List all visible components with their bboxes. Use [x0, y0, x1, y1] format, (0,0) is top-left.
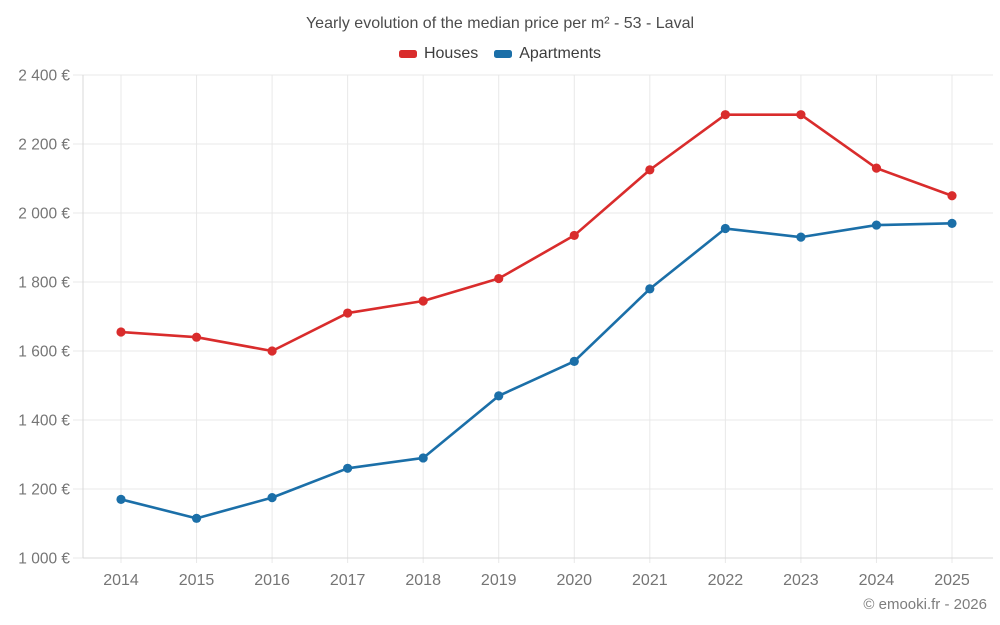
apartments-point-2019 [494, 391, 504, 401]
apartments-point-2014 [116, 494, 126, 504]
y-tick-label: 2 400 € [18, 68, 70, 85]
apartments-point-2021 [645, 284, 655, 294]
apartments-point-2018 [418, 453, 428, 463]
houses-point-2017 [343, 308, 353, 318]
y-tick-label: 1 800 € [18, 275, 70, 292]
apartments-series-swatch-icon [494, 50, 513, 58]
y-tick-label: 1 200 € [18, 482, 70, 499]
y-tick-label: 1 400 € [18, 413, 70, 430]
y-tick-label: 2 200 € [18, 137, 70, 154]
x-tick-label: 2017 [330, 572, 366, 589]
x-tick-label: 2025 [934, 572, 970, 589]
houses-series-line [119, 113, 954, 353]
apartments-point-2022 [720, 223, 730, 234]
page-title: Yearly evolution of the median price per… [305, 15, 695, 32]
legend-item-houses[interactable]: Houses [398, 45, 479, 63]
x-tick-label: 2021 [632, 572, 668, 589]
chart-legend: Houses Apartments [0, 45, 1000, 63]
y-tick-label: 2 000 € [18, 206, 70, 223]
x-tick-label: 2018 [405, 572, 441, 589]
houses-point-2015 [191, 332, 202, 342]
x-tick-label: 2023 [783, 572, 819, 589]
houses-point-2019 [494, 273, 504, 284]
apartments-series-line [119, 222, 954, 520]
houses-point-2020 [569, 230, 579, 241]
houses-point-2018 [418, 296, 428, 306]
y-tick-label: 1 600 € [18, 344, 70, 361]
houses-point-2016 [267, 346, 277, 356]
houses-point-2025 [947, 191, 957, 201]
houses-point-2024 [871, 163, 882, 173]
apartments-point-2025 [947, 218, 957, 228]
x-tick-label: 2024 [859, 572, 895, 589]
apartments-point-2016 [267, 493, 277, 503]
x-tick-label: 2016 [254, 572, 290, 589]
x-tick-label: 2022 [708, 572, 744, 589]
houses-point-2014 [116, 327, 126, 337]
apartments-point-2023 [796, 232, 806, 242]
x-tick-label: 2015 [179, 572, 215, 589]
houses-point-2022 [720, 110, 730, 120]
x-tick-label: 2014 [103, 572, 139, 589]
houses-point-2023 [796, 110, 806, 120]
apartments-point-2015 [191, 513, 202, 523]
legend-label-houses: Houses [423, 45, 479, 62]
apartments-point-2024 [871, 220, 882, 230]
y-tick-label: 1 000 € [18, 551, 70, 568]
houses-series-swatch-icon [398, 50, 417, 58]
apartments-point-2020 [569, 356, 579, 366]
legend-item-apartments[interactable]: Apartments [494, 45, 601, 63]
houses-point-2021 [645, 165, 655, 175]
legend-label-apartments: Apartments [519, 45, 602, 62]
x-tick-label: 2019 [481, 572, 517, 589]
apartments-point-2017 [343, 463, 353, 473]
copyright-credit: © emooki.fr - 2026 [863, 596, 987, 613]
x-tick-label: 2020 [556, 572, 592, 589]
